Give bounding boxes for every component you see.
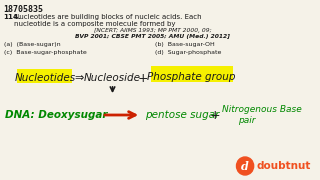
Text: [NCERT; AIIMS 1993; MP PMT 2000, 09;: [NCERT; AIIMS 1993; MP PMT 2000, 09; xyxy=(94,28,212,33)
Text: 18705835: 18705835 xyxy=(3,5,43,14)
Text: Nucleoside: Nucleoside xyxy=(84,73,141,83)
Text: d: d xyxy=(241,161,249,172)
Text: +: + xyxy=(209,109,220,122)
Text: DNA: Deoxysugar: DNA: Deoxysugar xyxy=(5,110,107,120)
Text: nucleotide is a composite molecule formed by: nucleotide is a composite molecule forme… xyxy=(14,21,176,27)
Text: (b)  Base-sugar-OH: (b) Base-sugar-OH xyxy=(156,42,215,47)
Text: doubtnut: doubtnut xyxy=(257,161,311,171)
Text: (a)  (Base-sugar)n: (a) (Base-sugar)n xyxy=(4,42,60,47)
Circle shape xyxy=(236,157,254,175)
Text: +: + xyxy=(138,71,148,84)
Text: 114.: 114. xyxy=(3,14,20,20)
Text: ⇒: ⇒ xyxy=(75,73,84,83)
Text: pair: pair xyxy=(238,116,256,125)
Text: (d)  Sugar-phosphate: (d) Sugar-phosphate xyxy=(156,50,222,55)
Text: Nucleotides are building blocks of nucleic acids. Each: Nucleotides are building blocks of nucle… xyxy=(14,14,202,20)
FancyBboxPatch shape xyxy=(151,66,233,82)
Text: Nucleotides: Nucleotides xyxy=(14,73,76,83)
Text: Phosphate group: Phosphate group xyxy=(148,72,236,82)
Text: BVP 2001; CBSE PMT 2005; AMU (Med.) 2012]: BVP 2001; CBSE PMT 2005; AMU (Med.) 2012… xyxy=(75,34,230,39)
Text: Nitrogenous Base: Nitrogenous Base xyxy=(222,105,302,114)
Text: (c)  Base-sugar-phosphate: (c) Base-sugar-phosphate xyxy=(4,50,87,55)
Text: pentose sugar: pentose sugar xyxy=(145,110,219,120)
FancyBboxPatch shape xyxy=(17,69,72,83)
